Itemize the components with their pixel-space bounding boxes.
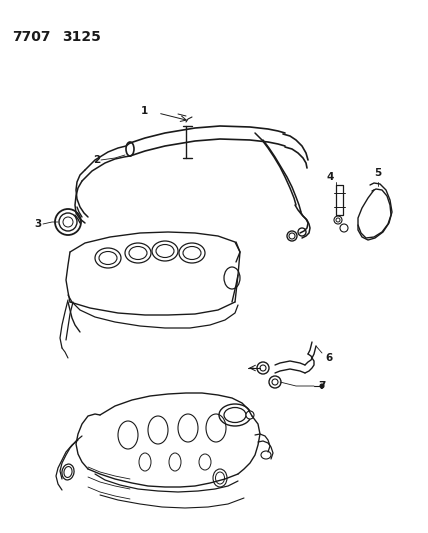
Text: 7707: 7707 [12,30,51,44]
Text: 6: 6 [325,353,332,363]
Circle shape [287,231,297,241]
Text: 2: 2 [93,155,100,165]
Text: 3: 3 [35,219,42,229]
Circle shape [246,411,254,419]
Text: 3125: 3125 [62,30,101,44]
Text: 7: 7 [318,381,325,391]
Circle shape [320,384,324,388]
Circle shape [298,228,306,236]
Circle shape [340,224,348,232]
Circle shape [55,209,81,235]
Text: 5: 5 [374,168,382,178]
Circle shape [334,216,342,224]
Text: 4: 4 [326,172,334,182]
Circle shape [269,376,281,388]
Circle shape [257,362,269,374]
Text: 1: 1 [141,106,148,116]
